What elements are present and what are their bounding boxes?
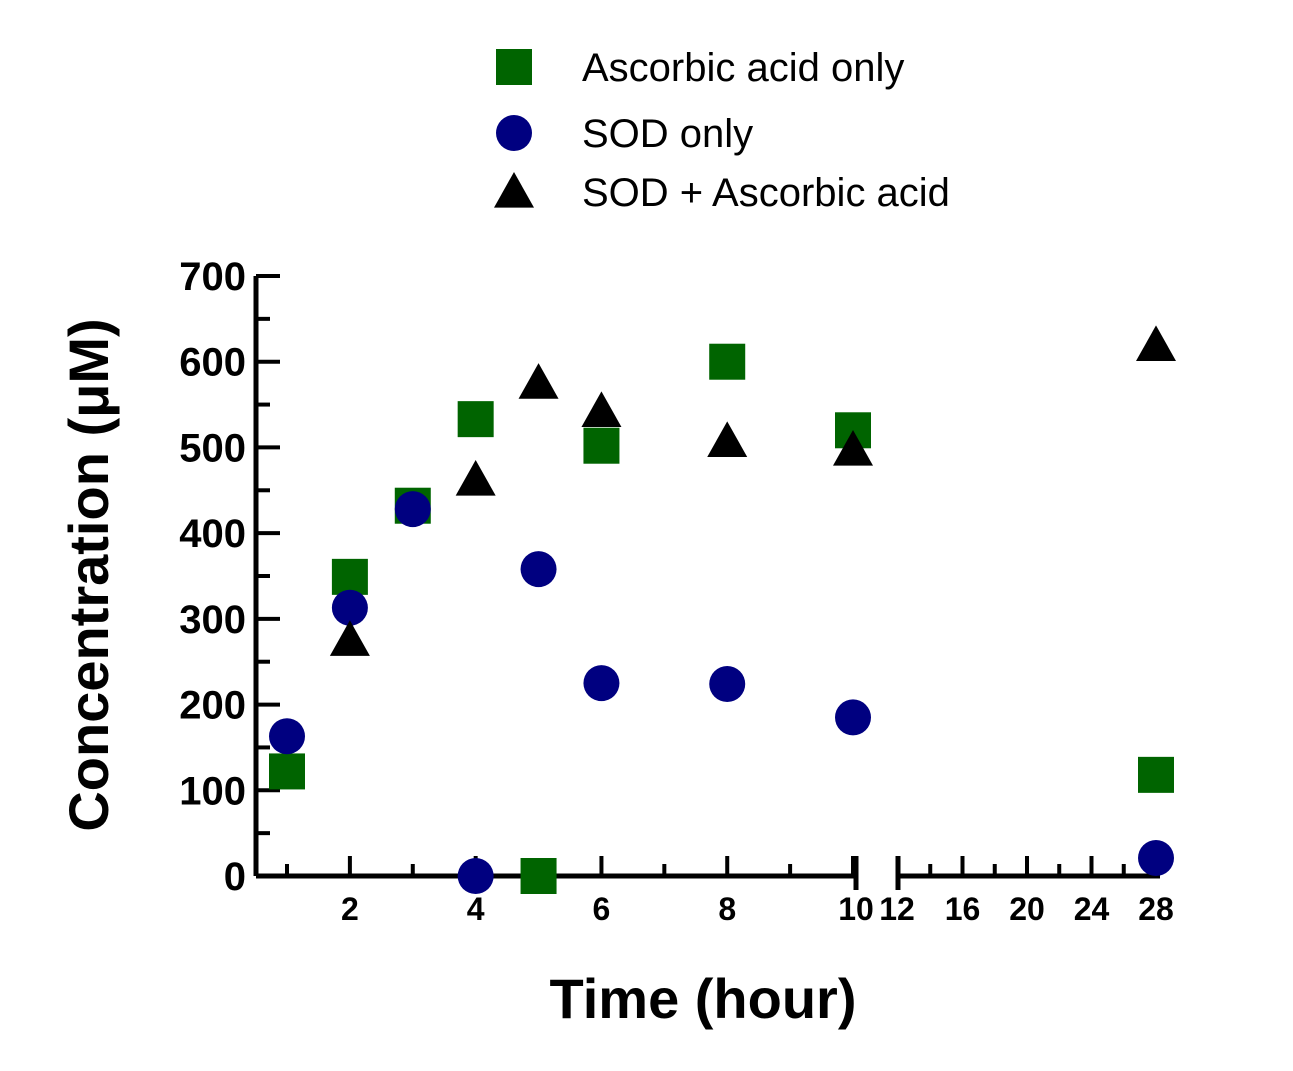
y-tick-label: 200 (179, 684, 246, 728)
x-tick-label: 4 (467, 891, 485, 927)
x-tick-label: 24 (1074, 891, 1110, 927)
circle-data-point (1138, 840, 1174, 876)
legend-triangle-marker (494, 172, 534, 208)
x-axis: 2 4 6 8 10 12 16 20 24 28 (256, 856, 1174, 927)
y-tick-label: 600 (179, 341, 246, 385)
circle-data-point (457, 858, 494, 894)
x-tick-label: 2 (341, 891, 359, 927)
triangle-data-point (518, 363, 559, 399)
circle-data-point (583, 665, 620, 702)
square-data-point (520, 858, 557, 894)
series-square (269, 343, 1174, 894)
y-tick-label: 700 (179, 255, 246, 299)
y-tick-label: 400 (179, 512, 246, 556)
triangle-data-point (833, 430, 873, 466)
square-data-point (269, 753, 305, 790)
y-axis-title: Concentration (μM) (57, 318, 120, 831)
circle-data-point (331, 589, 368, 626)
triangle-data-point (707, 421, 748, 458)
square-data-point (583, 427, 620, 464)
square-data-point (331, 558, 368, 595)
x-tick-label: 16 (945, 891, 981, 927)
legend-label: Ascorbic acid only (582, 46, 904, 90)
legend-label: SOD only (582, 112, 753, 156)
square-data-point (709, 343, 746, 380)
legend-item: SOD + Ascorbic acid (494, 171, 950, 215)
y-tick-label: 500 (179, 426, 246, 470)
y-tick-label: 100 (179, 769, 246, 813)
data-points (269, 325, 1176, 894)
legend-circle-marker (496, 115, 532, 151)
square-data-point (1138, 756, 1174, 793)
triangle-data-point (1136, 325, 1176, 362)
triangle-data-point (581, 391, 622, 428)
legend-square-marker (496, 49, 532, 85)
series-circle (269, 491, 1174, 894)
y-tick-label: 300 (179, 598, 246, 642)
triangle-data-point (455, 460, 496, 496)
legend: Ascorbic acid only SOD only SOD + Ascorbic… (494, 46, 950, 215)
x-tick-label: 12 (879, 891, 915, 927)
legend-item: Ascorbic acid only (496, 46, 904, 90)
square-data-point (457, 401, 494, 438)
circle-data-point (269, 718, 305, 755)
x-tick-label: 8 (718, 891, 736, 927)
legend-item: SOD only (496, 112, 753, 156)
circle-data-point (520, 551, 557, 588)
x-axis-title: Time (hour) (550, 967, 857, 1030)
triangle-data-point (329, 620, 370, 656)
circle-data-point (394, 491, 431, 528)
series-triangle (329, 325, 1176, 656)
circle-data-point (709, 666, 746, 702)
y-tick-label: 0 (224, 855, 246, 899)
legend-label: SOD + Ascorbic acid (582, 171, 950, 215)
y-axis: 0 100 200 300 400 500 600 700 (179, 255, 280, 899)
x-tick-label: 6 (593, 891, 611, 927)
circle-data-point (835, 699, 871, 736)
x-tick-label: 10 (838, 891, 874, 927)
x-tick-label: 28 (1138, 891, 1174, 927)
x-tick-label: 20 (1009, 891, 1045, 927)
